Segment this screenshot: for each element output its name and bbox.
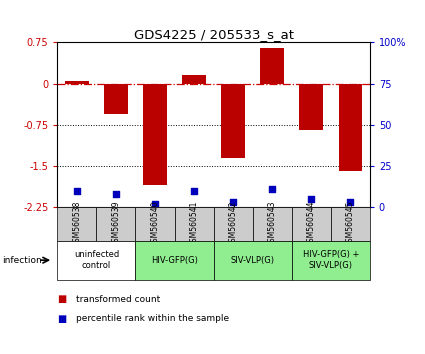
Bar xyxy=(213,241,292,280)
Text: GSM560539: GSM560539 xyxy=(111,201,120,247)
Bar xyxy=(331,207,370,241)
Bar xyxy=(252,207,292,241)
Bar xyxy=(175,207,213,241)
Bar xyxy=(104,84,128,114)
Bar xyxy=(292,207,331,241)
Text: GSM560541: GSM560541 xyxy=(190,201,198,247)
Point xyxy=(191,188,198,193)
Bar xyxy=(292,241,370,280)
Text: SIV-VLP(G): SIV-VLP(G) xyxy=(231,256,275,265)
Text: ■: ■ xyxy=(57,314,67,324)
Title: GDS4225 / 205533_s_at: GDS4225 / 205533_s_at xyxy=(133,28,294,41)
Text: HIV-GFP(G) +
SIV-VLP(G): HIV-GFP(G) + SIV-VLP(G) xyxy=(303,251,359,270)
Text: transformed count: transformed count xyxy=(76,295,161,304)
Bar xyxy=(136,207,175,241)
Bar xyxy=(338,84,362,171)
Text: GSM560544: GSM560544 xyxy=(307,201,316,247)
Bar xyxy=(136,241,213,280)
Point xyxy=(269,186,275,192)
Bar xyxy=(143,84,167,185)
Text: GSM560543: GSM560543 xyxy=(268,201,277,247)
Bar xyxy=(65,81,88,84)
Bar xyxy=(182,75,206,84)
Point xyxy=(152,201,159,207)
Bar xyxy=(261,48,284,84)
Text: GSM560540: GSM560540 xyxy=(150,201,159,247)
Text: ■: ■ xyxy=(57,294,67,304)
Point xyxy=(347,199,354,205)
Text: GSM560538: GSM560538 xyxy=(72,201,82,247)
Text: percentile rank within the sample: percentile rank within the sample xyxy=(76,314,230,323)
Bar xyxy=(57,241,136,280)
Text: uninfected
control: uninfected control xyxy=(74,251,119,270)
Point xyxy=(113,191,119,197)
Point xyxy=(308,196,314,202)
Bar xyxy=(221,84,245,158)
Point xyxy=(230,199,236,205)
Bar xyxy=(300,84,323,130)
Point xyxy=(74,188,80,193)
Bar xyxy=(213,207,252,241)
Bar xyxy=(96,207,136,241)
Text: HIV-GFP(G): HIV-GFP(G) xyxy=(151,256,198,265)
Text: GSM560542: GSM560542 xyxy=(229,201,238,247)
Bar xyxy=(57,207,96,241)
Text: infection: infection xyxy=(2,256,42,265)
Text: GSM560545: GSM560545 xyxy=(346,201,355,247)
